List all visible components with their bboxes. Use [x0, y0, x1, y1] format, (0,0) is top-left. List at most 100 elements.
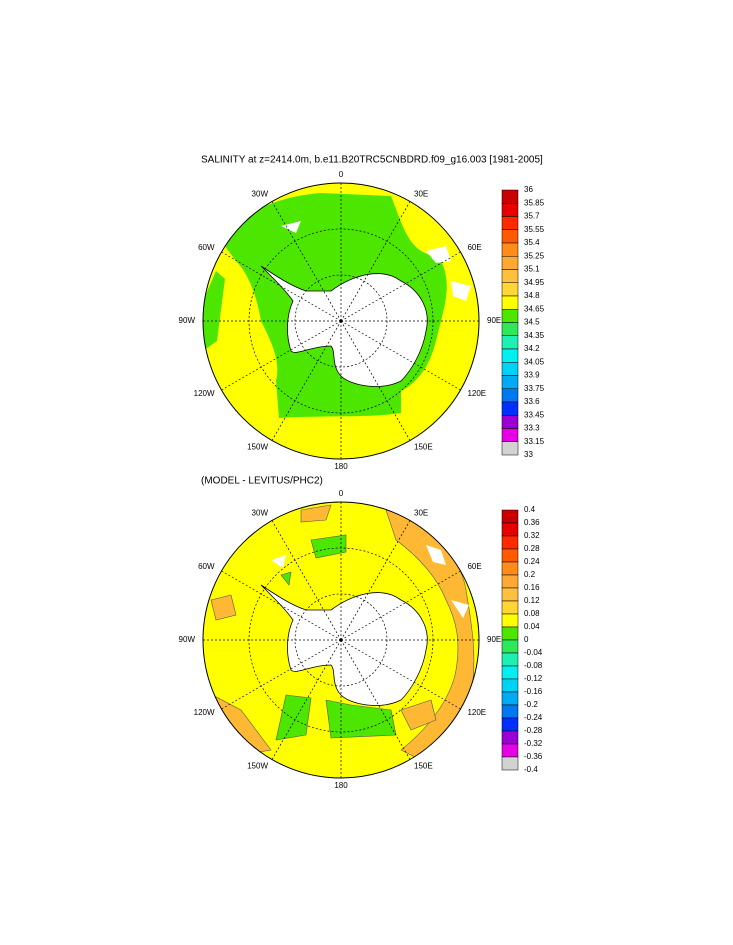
- colorbar-label: -0.24: [524, 713, 543, 722]
- longitude-label: 150E: [414, 762, 433, 771]
- graticule: [203, 183, 479, 459]
- longitude-label: 60E: [467, 562, 481, 571]
- colorbar-box: [501, 309, 519, 323]
- colorbar-box: [501, 756, 519, 771]
- longitude-label: 30E: [414, 190, 428, 199]
- longitude-label: 30E: [414, 509, 428, 518]
- longitude-label: 0: [339, 170, 344, 179]
- colorbar-box: [501, 509, 519, 524]
- colorbar-box: [501, 717, 519, 732]
- longitude-label: 90E: [487, 635, 501, 644]
- colorbar-box: [501, 626, 519, 641]
- antarctica: [260, 265, 428, 387]
- colorbar-label: 0.08: [524, 609, 540, 618]
- colorbar-label: 0.16: [524, 583, 540, 592]
- longitude-label: 90W: [179, 316, 196, 325]
- colorbar-label: 0.24: [524, 557, 540, 566]
- colorbar-label: 0.32: [524, 531, 540, 540]
- longitude-label: 120E: [467, 389, 486, 398]
- colorbar-label: -0.4: [524, 765, 538, 774]
- colorbar-label: 0.04: [524, 622, 540, 631]
- longitude-label: 150W: [247, 443, 268, 452]
- colorbar-box: [501, 600, 519, 615]
- colorbar-label: 33.15: [524, 437, 545, 446]
- longitude-label: 120W: [194, 389, 215, 398]
- colorbar-box: [501, 678, 519, 693]
- longitude-label: 180: [334, 462, 348, 471]
- colorbar-box: [501, 216, 519, 230]
- colorbar-box: [501, 388, 519, 403]
- colorbar-label: 33: [524, 450, 533, 459]
- colorbar-box: [501, 401, 519, 416]
- colorbar-box: [501, 203, 519, 217]
- colorbar-label: 33.6: [524, 397, 540, 406]
- colorbar-label: 34.05: [524, 357, 545, 366]
- colorbar-label: 0: [524, 635, 529, 644]
- longitude-label: 60W: [198, 243, 215, 252]
- map-panel: 0 30E 60E 90E 120E 150E 180 150W 120W 90W 60W 30W: [179, 489, 502, 790]
- colorbar-box: [501, 561, 519, 576]
- colorbar-box: [501, 522, 519, 537]
- colorbar-label: 0.28: [524, 544, 540, 553]
- longitude-label: 120W: [194, 708, 215, 717]
- colorbar-label: -0.28: [524, 726, 543, 735]
- colorbar-box: [501, 704, 519, 719]
- map-panel: 0 30E 60E 90E 120E 150E 180 150W 120W 90W 60W 30W: [179, 170, 502, 471]
- colorbar-label: 34.8: [524, 291, 540, 300]
- colorbar-box: [501, 587, 519, 602]
- colorbar-box: [501, 189, 519, 204]
- colorbar-box: [501, 665, 519, 680]
- colorbar-box: [501, 282, 519, 297]
- colorbar-box: [501, 743, 519, 758]
- map-title: SALINITY at z=2414.0m, b.e11.B20TRC5CNBD…: [201, 155, 543, 166]
- graticule: [203, 502, 479, 778]
- colorbar-label: 34.65: [524, 304, 545, 313]
- colorbar-box: [501, 348, 519, 363]
- colorbar-label: -0.04: [524, 648, 543, 657]
- longitude-label: 60W: [198, 562, 215, 571]
- colorbar-box: [501, 691, 519, 706]
- colorbar-box: [501, 548, 519, 563]
- colorbar-box: [501, 428, 519, 442]
- longitude-label: 30W: [252, 190, 269, 199]
- colorbar-label: 0.36: [524, 518, 540, 527]
- colorbar-label: 35.25: [524, 251, 545, 260]
- colorbar-label: -0.12: [524, 674, 543, 683]
- longitude-label: 90W: [179, 635, 196, 644]
- colorbar-label: 34.35: [524, 331, 545, 340]
- colorbar-box: [501, 415, 519, 429]
- colorbar-label: 34.95: [524, 278, 545, 287]
- longitude-label: 150E: [414, 443, 433, 452]
- colorbar-label: -0.36: [524, 752, 543, 761]
- longitude-label: 180: [334, 781, 348, 790]
- colorbar-box: [501, 242, 519, 257]
- map-border: [202, 182, 480, 460]
- colorbar-box: [501, 613, 519, 628]
- colorbar-box: [501, 295, 519, 310]
- colorbar-box: [501, 730, 519, 745]
- colorbar-label: -0.16: [524, 687, 543, 696]
- longitude-label: 120E: [467, 708, 486, 717]
- colorbar-box: [501, 639, 519, 654]
- colorbar-label: 36: [524, 185, 533, 194]
- colorbar-box: [501, 322, 519, 336]
- colorbar-label: 33.3: [524, 424, 540, 433]
- colorbar-label: 0.2: [524, 570, 536, 579]
- colorbar-box: [501, 362, 519, 376]
- longitude-label: 30W: [252, 509, 269, 518]
- colorbar-label: 0.4: [524, 505, 536, 514]
- longitude-label: 90E: [487, 316, 501, 325]
- longitude-label: 60E: [467, 243, 481, 252]
- colorbar-box: [501, 652, 519, 667]
- colorbar-label: -0.32: [524, 739, 543, 748]
- colorbar-label: 34.2: [524, 344, 540, 353]
- longitude-label: 0: [339, 489, 344, 498]
- colorbar-label: 33.75: [524, 384, 545, 393]
- colorbar-label: -0.08: [524, 661, 543, 670]
- longitude-label: 150W: [247, 762, 268, 771]
- colorbar-label: 33.9: [524, 371, 540, 380]
- colorbar-box: [501, 574, 519, 589]
- colorbar-label: 35.4: [524, 238, 540, 247]
- map-title: (MODEL - LEVITUS/PHC2): [201, 476, 323, 487]
